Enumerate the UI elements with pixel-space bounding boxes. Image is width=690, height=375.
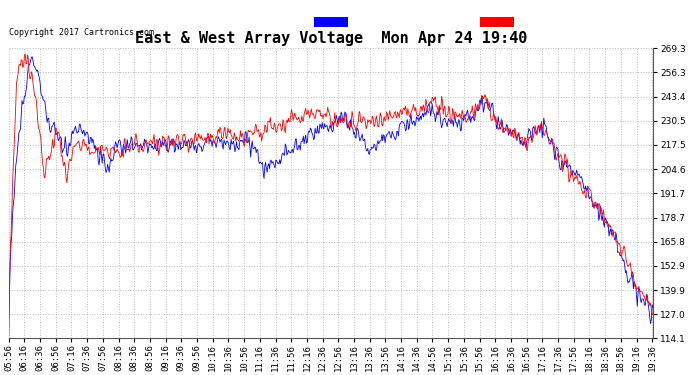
Title: East & West Array Voltage  Mon Apr 24 19:40: East & West Array Voltage Mon Apr 24 19:… — [135, 30, 527, 45]
Legend: East Array  (DC Volts), West Array  (DC Volts): East Array (DC Volts), West Array (DC Vo… — [312, 15, 648, 29]
Text: Copyright 2017 Cartronics.com: Copyright 2017 Cartronics.com — [9, 28, 154, 37]
